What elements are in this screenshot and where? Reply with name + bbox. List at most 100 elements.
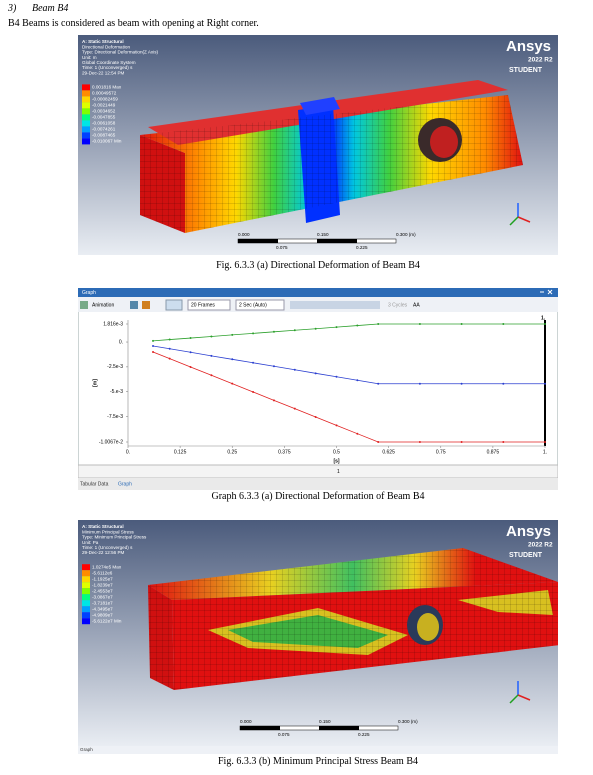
x-axis-label: [s] [333,458,339,464]
data-point [544,382,546,385]
y-tick-label: -7.5e-3 [107,414,123,420]
x-tick-label: 0.875 [487,449,500,455]
scale-label: 0.300 (m) [398,719,418,724]
graph-window: Graph Animation 20 Frames 2 Sec (Auto) 3 Cyc… [78,288,558,490]
data-point [231,382,234,385]
legend-label: 0.00049572 [92,91,117,96]
legend-label: -5.6122e7 Min [92,618,122,623]
row-value: 1 [337,469,340,475]
data-point [377,323,380,325]
data-point [210,335,213,338]
footer-label: Graph [80,747,93,752]
data-point [231,333,234,336]
data-point [252,390,255,393]
legend-label: 0.001816 Max [92,85,122,90]
axis-triad [509,203,531,226]
logo-text: STUDENT [509,67,543,74]
text-toggle[interactable]: AA [413,302,420,308]
data-point [460,441,463,443]
duration-select-label[interactable]: 2 Sec (Auto) [239,302,267,308]
tab[interactable]: Graph [118,481,132,487]
data-point [252,361,255,364]
window-controls[interactable] [540,289,553,295]
data-point [377,441,380,443]
legend-label: -5.6112e6 [92,570,113,575]
result-header: A: Static Structural [82,39,124,44]
toolbar-icon[interactable] [165,299,183,311]
result-header: 29-Dec-22 12:56 PM [82,550,125,555]
result-header: Unit: Pa [82,540,99,545]
frames-select[interactable] [187,299,231,311]
result-header: 29-Dec-22 12:54 PM [82,70,125,75]
x-tick-label: 1. [543,449,547,455]
play-button[interactable] [130,301,138,309]
legend-swatch [82,132,90,139]
data-point [168,347,171,350]
intro-text: B4 Beams is considered as beam with open… [8,18,259,29]
scale-bar [239,725,399,731]
window-frame [78,288,558,490]
x-tick-label: 0.25 [227,449,237,455]
animation-label: Animation [92,302,114,308]
scale-label: 0.075 [278,732,290,737]
result-header: Type: Minimum Principal Stress [82,535,147,540]
section-title: Beam B4 [32,3,69,14]
x-tick-label: 0.5 [333,449,340,455]
data-point [293,407,296,410]
result-header: Type: Directional Deformation(Z Axis) [82,50,159,55]
data-point [168,338,171,341]
data-point [314,327,317,330]
data-point [335,424,338,427]
legend-label: -0.0034652 [92,109,116,114]
legend-swatch [82,576,90,583]
data-point [314,416,317,419]
legend-label: -1.1925e7 [92,576,113,581]
toolbar-icons[interactable] [290,301,380,309]
title-bar [78,288,558,297]
data-point [460,382,463,385]
scale-label: 0.300 (m) [396,232,416,237]
legend-swatch [82,126,90,133]
duration-select[interactable] [235,299,285,311]
legend-label: -4.9809e7 [92,612,113,617]
scale-label: 0.225 [356,245,368,250]
data-point [168,357,171,360]
data-point [335,326,338,329]
data-point [152,350,155,353]
logo-text: 2022 R2 [528,57,553,64]
scale-label: 0.225 [358,732,370,737]
legend-swatch [82,102,90,109]
data-point [210,374,213,377]
cycles-label[interactable]: 3 Cycles [388,302,408,308]
legend-label: -0.0021449 [92,103,116,108]
legend-swatch [82,564,90,571]
data-point [252,332,255,335]
scale-bar [237,238,397,244]
figure-caption: Fig. 6.3.3 (a) Directional Deformation o… [216,260,420,271]
x-tick-label: 0.375 [278,449,291,455]
scale-label: 0.150 [317,232,329,237]
data-point [189,337,192,340]
window-title: Graph [82,290,96,296]
toolbar-icon[interactable] [80,301,88,309]
data-point [293,368,296,371]
beam-model [140,80,523,233]
data-point [356,432,359,435]
legend-swatch [82,90,90,97]
data-point [544,441,546,443]
stop-button[interactable] [142,301,150,309]
legend-swatch [82,606,90,613]
legend-label: -3.7181e7 [92,600,113,605]
legend-swatch [82,618,90,625]
tab[interactable]: Tabular Data [80,481,109,487]
legend-label: -0.0074261 [92,127,116,132]
legend-label: -0.010067 Min [92,139,122,144]
y-tick-label: 1.816e-3 [103,321,123,327]
frames-select-label[interactable]: 20 Frames [191,302,215,308]
result-header: Time: 1 (Unconverged) s [82,545,133,550]
data-point [356,379,359,382]
figure-caption: Fig. 6.3.3 (b) Minimum Principal Stress … [218,756,418,767]
result-header: A: Static Structural [82,524,124,529]
legend-swatch [82,570,90,577]
